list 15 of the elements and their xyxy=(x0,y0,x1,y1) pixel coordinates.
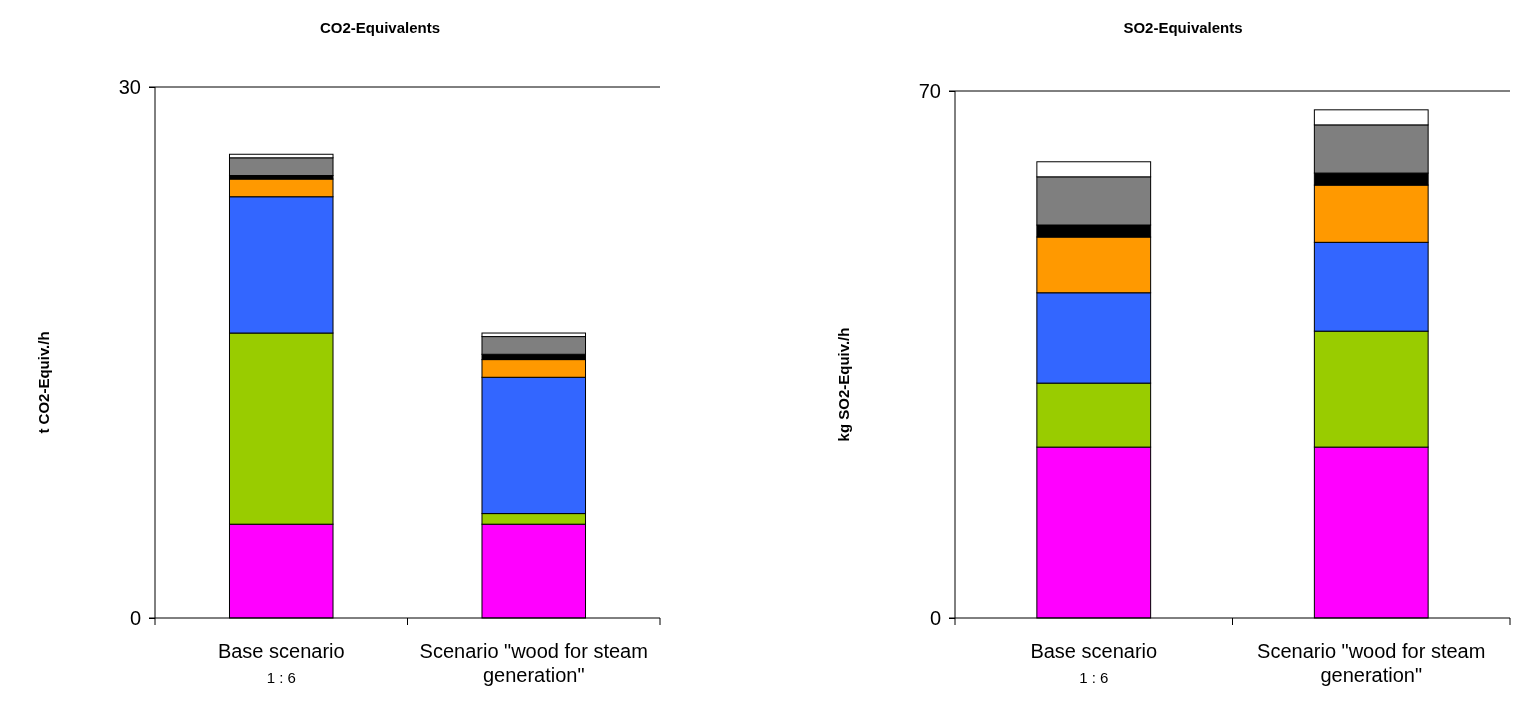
x-tick-label: Scenario "wood for steam generation" xyxy=(419,640,648,686)
y-tick-label: 70 xyxy=(918,79,941,102)
chart-title: CO2-Equivalents xyxy=(319,19,441,36)
text: 1 : 6 xyxy=(1079,669,1109,686)
y-tick-label: 30 xyxy=(118,75,141,98)
y-tick-label: 0 xyxy=(129,606,141,629)
bar xyxy=(228,157,334,176)
x-tick-label: Scenario "wood for steam generation" xyxy=(1257,640,1486,686)
x-tick-label: Base scenario xyxy=(217,640,345,662)
text: 1 : 6 xyxy=(266,669,296,686)
x-tick-label: Base scenario xyxy=(1030,640,1158,662)
chart-title: SO2-Equivalents xyxy=(1123,19,1243,36)
y-tick-label: 0 xyxy=(929,606,941,629)
y-axis-title: t CO2-Equiv./h xyxy=(35,331,52,434)
y-axis-title: kg SO2-Equiv./h xyxy=(835,327,852,442)
